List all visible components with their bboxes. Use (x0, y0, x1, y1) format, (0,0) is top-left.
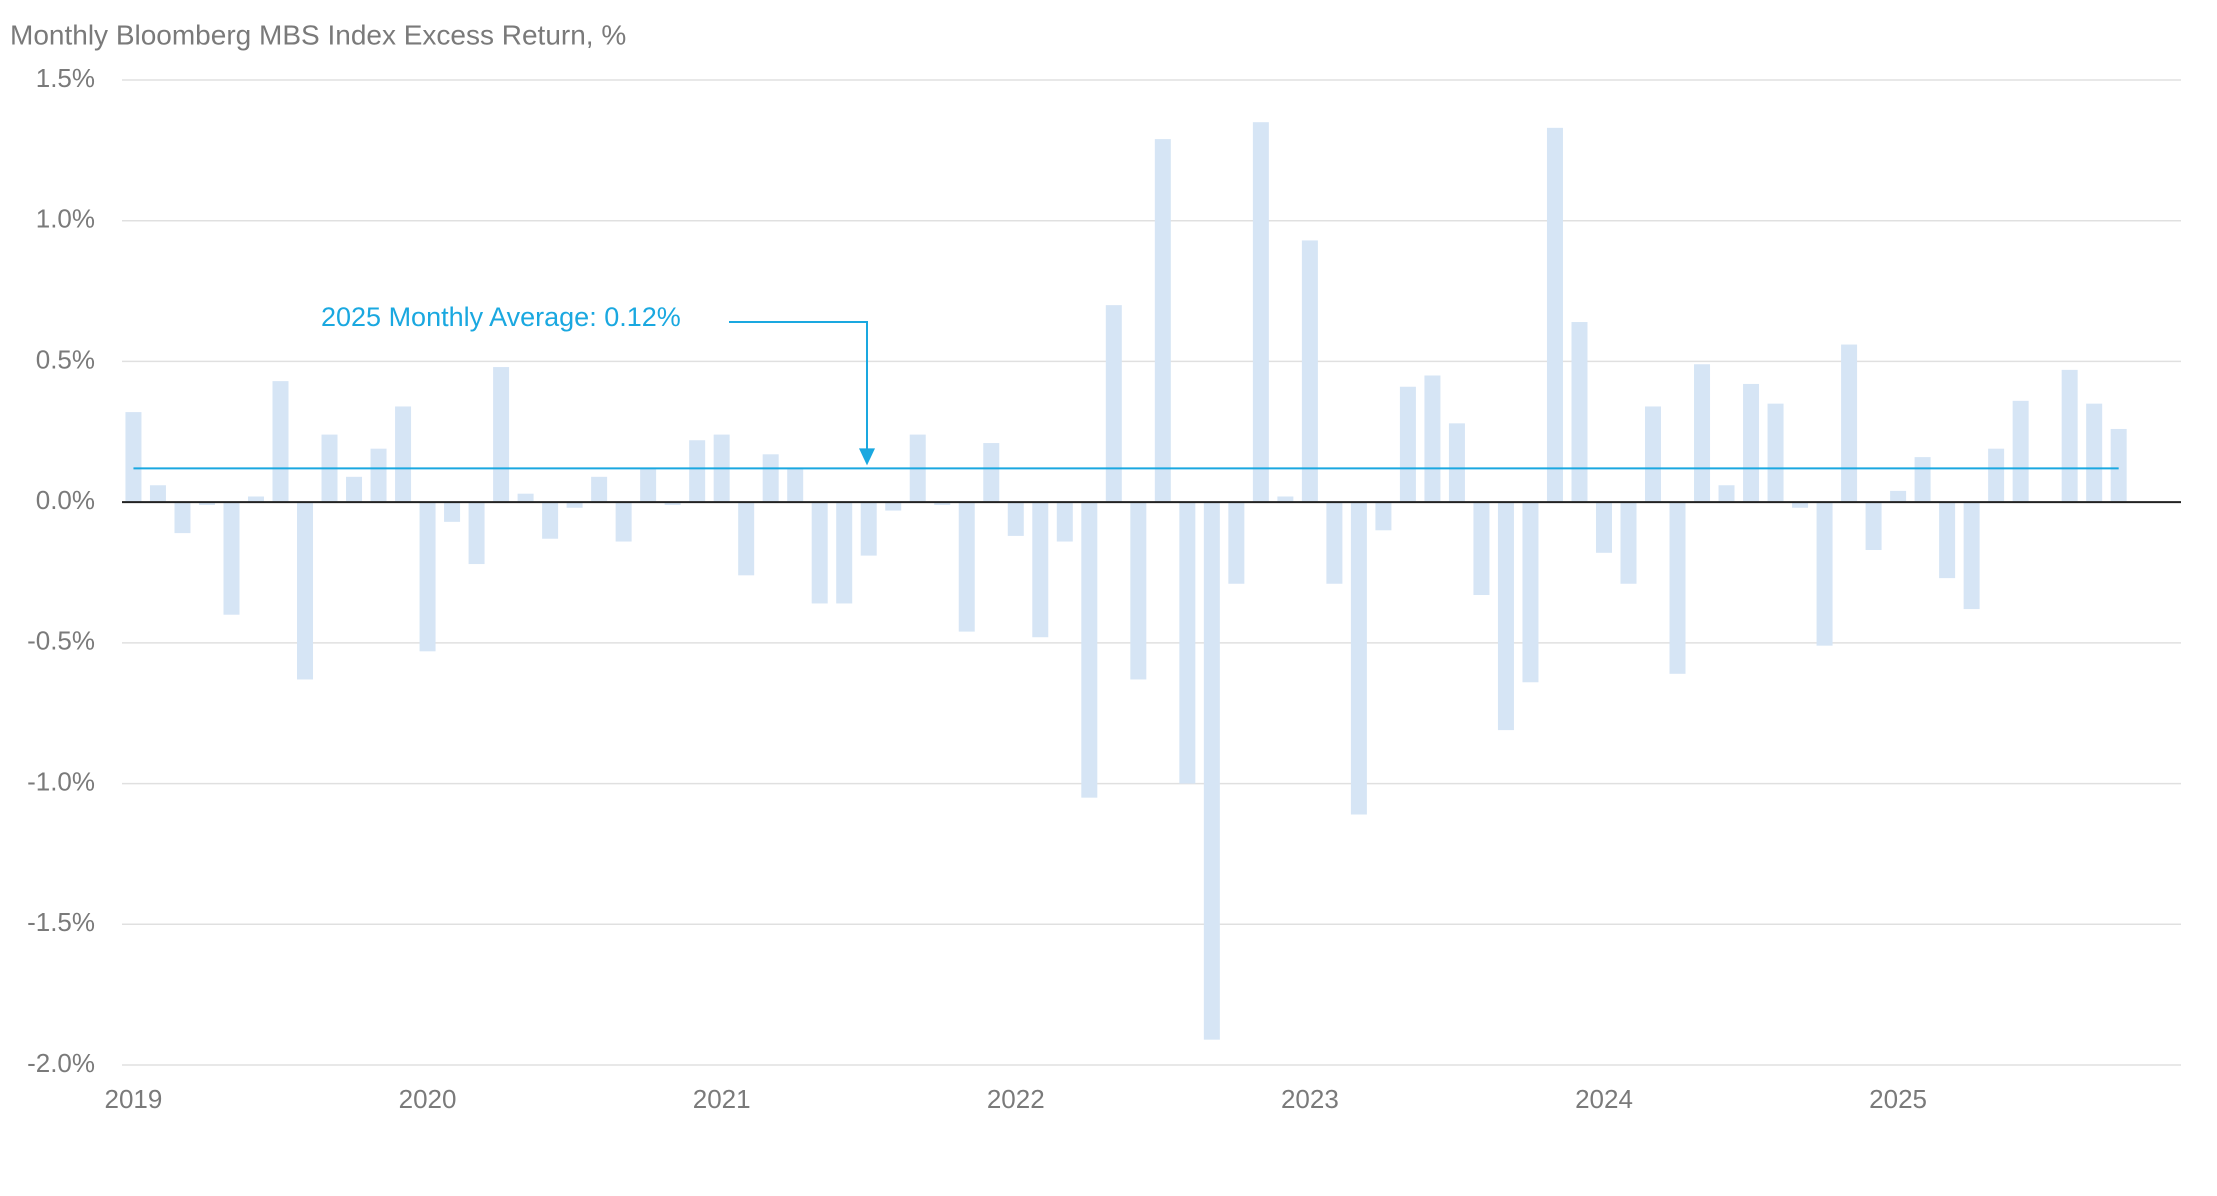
annotation-arrow (729, 321, 868, 455)
bar (1669, 502, 1686, 674)
bar (1424, 375, 1441, 503)
y-tick-label: 1.5% (36, 63, 95, 93)
bar (2061, 369, 2078, 503)
bar (1963, 502, 1980, 610)
y-tick-label: -1.0% (27, 766, 95, 796)
reference-label: 2025 Monthly Average: 0.12% (321, 302, 681, 332)
y-tick-label: -0.5% (27, 626, 95, 656)
bar (640, 468, 657, 503)
bar (395, 406, 412, 503)
bar (1203, 502, 1220, 1040)
bar (272, 381, 289, 503)
y-tick-label: -2.0% (27, 1048, 95, 1078)
bar (346, 476, 363, 503)
bar (885, 502, 902, 511)
bar (689, 440, 706, 503)
bar (1473, 502, 1490, 596)
bar (762, 454, 779, 503)
bar (2110, 428, 2127, 503)
x-tick-label: 2019 (105, 1084, 163, 1114)
bar (444, 502, 461, 522)
bar (125, 412, 142, 503)
bar (149, 485, 166, 503)
x-tick-label: 2022 (987, 1084, 1045, 1114)
bar (1399, 386, 1416, 503)
bar (1645, 406, 1662, 503)
bar (1890, 490, 1907, 503)
bar (198, 502, 215, 505)
bar (2012, 400, 2029, 503)
bar (1301, 240, 1318, 503)
bar (615, 502, 632, 542)
x-tick-label: 2024 (1575, 1084, 1633, 1114)
bar (836, 502, 853, 604)
bar (983, 443, 1000, 503)
bar (1595, 502, 1612, 553)
bar (370, 448, 387, 503)
bar (1448, 423, 1465, 503)
bar (1988, 448, 2005, 503)
bar (811, 502, 828, 604)
x-tick-label: 2023 (1281, 1084, 1339, 1114)
x-tick-label: 2020 (399, 1084, 457, 1114)
bar (1130, 502, 1147, 680)
bar (1228, 502, 1245, 584)
bar (1032, 502, 1049, 638)
bar (958, 502, 975, 632)
bar (1571, 322, 1588, 503)
bar (1497, 502, 1514, 731)
y-tick-label: 0.5% (36, 344, 95, 374)
bar (517, 493, 534, 503)
bar (1326, 502, 1343, 584)
bar (860, 502, 877, 556)
y-tick-label: -1.5% (27, 907, 95, 937)
bar (1546, 127, 1563, 503)
bar (1179, 502, 1196, 784)
bar (1522, 502, 1539, 683)
bar (787, 468, 804, 503)
bar (1350, 502, 1367, 815)
bar (223, 502, 240, 615)
bar (2086, 403, 2103, 503)
bar (1865, 502, 1882, 550)
x-tick-label: 2025 (1869, 1084, 1927, 1114)
chart-title: Monthly Bloomberg MBS Index Excess Retur… (10, 19, 626, 50)
bar (174, 502, 191, 534)
bar (1718, 485, 1735, 503)
bar (1375, 502, 1392, 531)
y-tick-label: 0.0% (36, 485, 95, 515)
bar (1694, 364, 1711, 503)
bar (468, 502, 485, 565)
bar (1081, 502, 1098, 798)
bar (297, 502, 314, 680)
bar (566, 502, 583, 508)
x-tick-label: 2021 (693, 1084, 751, 1114)
bar (419, 502, 436, 652)
bar (1154, 139, 1171, 503)
arrow-head (859, 448, 875, 466)
bar (1056, 502, 1073, 542)
bar (591, 476, 608, 503)
bar (1767, 403, 1784, 503)
bar (1743, 383, 1760, 503)
y-tick-label: 1.0% (36, 204, 95, 234)
bar (493, 367, 510, 503)
bar (1841, 344, 1858, 503)
bar (1007, 502, 1024, 536)
bar (1939, 502, 1956, 579)
bar (1914, 457, 1931, 503)
bar (934, 502, 951, 505)
bar (664, 502, 681, 505)
bar (542, 502, 559, 539)
bar (1792, 502, 1809, 508)
bar (247, 496, 264, 503)
bar (1105, 305, 1122, 503)
bar (1816, 502, 1833, 646)
bar (738, 502, 755, 576)
bar (1252, 122, 1269, 503)
bar (1620, 502, 1637, 584)
bar (1277, 496, 1294, 503)
